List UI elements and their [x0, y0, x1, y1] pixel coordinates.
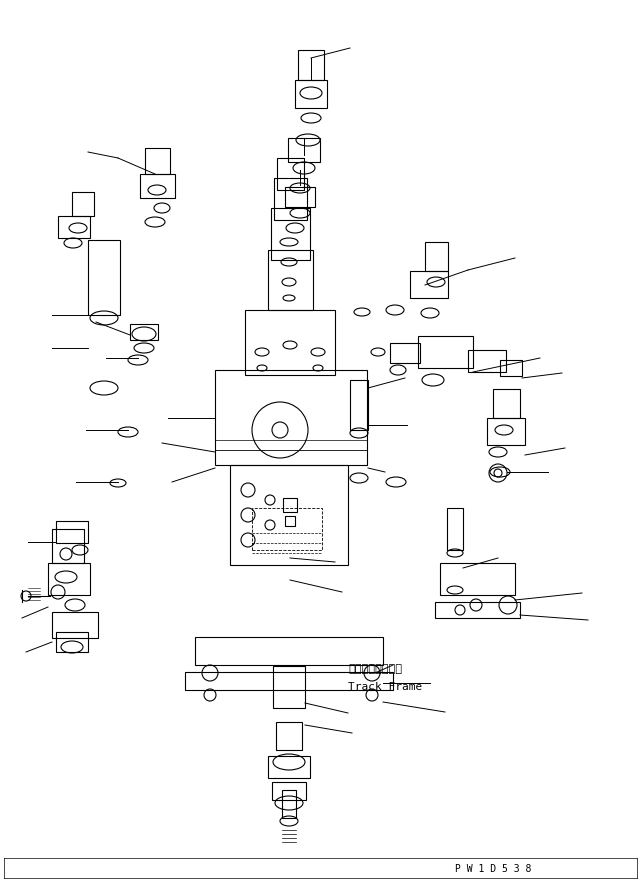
- Bar: [52, 612, 98, 638]
- Bar: [350, 380, 368, 430]
- Bar: [285, 187, 315, 207]
- Bar: [440, 563, 515, 595]
- Bar: [447, 508, 463, 550]
- Bar: [487, 418, 525, 445]
- Bar: [425, 242, 448, 271]
- Bar: [410, 271, 448, 298]
- Bar: [56, 632, 88, 652]
- Bar: [276, 722, 302, 750]
- Bar: [493, 389, 520, 418]
- Text: トラックフレーム: トラックフレーム: [348, 664, 402, 674]
- Bar: [390, 343, 420, 363]
- Bar: [268, 250, 313, 310]
- Bar: [52, 529, 84, 563]
- Bar: [285, 516, 295, 526]
- Bar: [500, 360, 522, 376]
- Bar: [140, 174, 175, 198]
- Bar: [273, 666, 305, 708]
- Bar: [185, 672, 393, 690]
- Bar: [295, 80, 327, 108]
- Bar: [145, 148, 170, 174]
- Bar: [288, 138, 320, 162]
- Bar: [418, 336, 473, 368]
- Bar: [298, 50, 324, 80]
- Bar: [88, 240, 120, 315]
- Bar: [435, 602, 520, 618]
- Bar: [230, 465, 348, 565]
- Bar: [282, 790, 296, 818]
- Bar: [195, 637, 383, 665]
- Bar: [130, 324, 158, 340]
- Text: Track Frame: Track Frame: [348, 682, 422, 692]
- Bar: [274, 178, 307, 220]
- Bar: [245, 310, 335, 375]
- Bar: [468, 350, 506, 372]
- Bar: [277, 158, 304, 190]
- Bar: [72, 192, 94, 216]
- Text: P W 1 D 5 3 8: P W 1 D 5 3 8: [455, 864, 531, 874]
- Bar: [252, 508, 322, 550]
- Bar: [56, 521, 88, 543]
- Bar: [272, 782, 306, 800]
- Bar: [58, 216, 90, 238]
- Bar: [268, 756, 310, 778]
- Bar: [48, 563, 90, 595]
- Bar: [283, 498, 297, 512]
- Bar: [215, 370, 367, 465]
- Bar: [271, 208, 310, 260]
